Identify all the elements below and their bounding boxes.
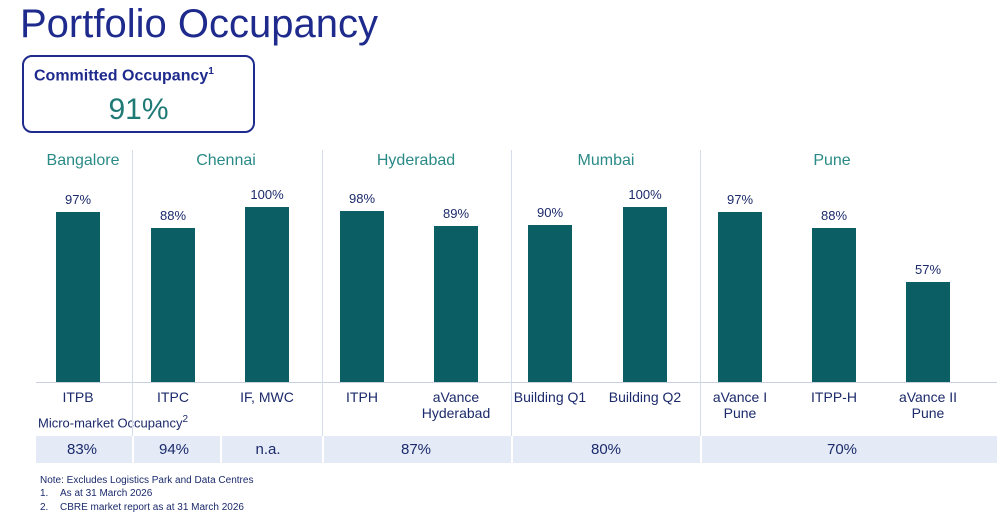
bar [56, 212, 100, 382]
micro-market-value: n.a. [255, 441, 281, 458]
micro-market-label: Micro-market Occupancy2 [38, 414, 188, 430]
note-heading: Note: Excludes Logistics Park and Data C… [40, 475, 254, 486]
category-label: ITPP-H [811, 389, 857, 405]
note-ref: 1 [208, 66, 214, 77]
band-separator [220, 436, 222, 463]
band-separator [511, 436, 513, 463]
value-label: 100% [628, 187, 662, 202]
note-number: 1. [40, 488, 49, 499]
micro-market-value: 83% [66, 441, 98, 458]
category-label: aVance I Pune [712, 389, 768, 421]
bar [623, 207, 667, 382]
category-label: ITPC [157, 389, 189, 405]
category-label: aVance Hyderabad [421, 389, 491, 421]
bar [151, 228, 195, 382]
micro-market-value: 87% [400, 441, 432, 458]
committed-box: Committed Occupancy1 91% [22, 55, 255, 133]
category-label: Building Q2 [608, 389, 682, 405]
band-separator [700, 436, 702, 463]
note-text: As at 31 March 2026 [60, 488, 153, 499]
micro-market-band [36, 436, 997, 463]
bar [245, 207, 289, 382]
category-label: ITPH [346, 389, 378, 405]
band-separator [322, 436, 324, 463]
note-text: CBRE market report as at 31 March 2026 [60, 502, 244, 513]
note-number: 2. [40, 502, 49, 513]
group-label: Hyderabad [376, 152, 456, 169]
micro-market-value: 80% [590, 441, 622, 458]
value-label: 97% [726, 192, 754, 208]
category-label: IF, MWC [240, 389, 294, 405]
group-separator [322, 150, 323, 460]
group-separator [132, 150, 133, 460]
bar [906, 282, 950, 382]
committed-label: Committed Occupancy1 [34, 66, 214, 85]
bar [812, 228, 856, 382]
group-label: Bangalore [46, 152, 120, 169]
note-ref: 2 [182, 414, 189, 425]
value-label: 90% [536, 204, 564, 220]
value-label: 98% [348, 190, 376, 206]
value-label: 88% [820, 208, 848, 223]
value-label: 97% [64, 192, 92, 208]
micro-market-value: 70% [826, 441, 858, 458]
committed-value: 91% [108, 93, 169, 126]
value-label: 100% [250, 187, 284, 202]
value-label: 89% [442, 206, 470, 222]
value-label: 88% [159, 208, 187, 223]
micro-market-value: 94% [158, 441, 190, 458]
group-label: Mumbai [577, 152, 635, 169]
category-label: ITPB [62, 389, 94, 405]
bar [718, 212, 762, 382]
bar [528, 224, 572, 382]
group-label: Chennai [196, 152, 256, 169]
committed-label-text: Committed Occupancy [34, 67, 209, 85]
value-label: 57% [914, 262, 942, 278]
category-label: Building Q1 [513, 389, 587, 405]
band-separator [132, 436, 134, 463]
bar [434, 226, 478, 382]
micro-market-label-text: Micro-market Occupancy [38, 415, 183, 431]
baseline [36, 382, 997, 383]
category-label: aVance II Pune [898, 389, 958, 421]
group-label: Pune [813, 152, 851, 169]
group-separator [511, 150, 512, 460]
group-separator [700, 150, 701, 460]
title: Portfolio Occupancy [20, 2, 378, 46]
bar [340, 210, 384, 382]
